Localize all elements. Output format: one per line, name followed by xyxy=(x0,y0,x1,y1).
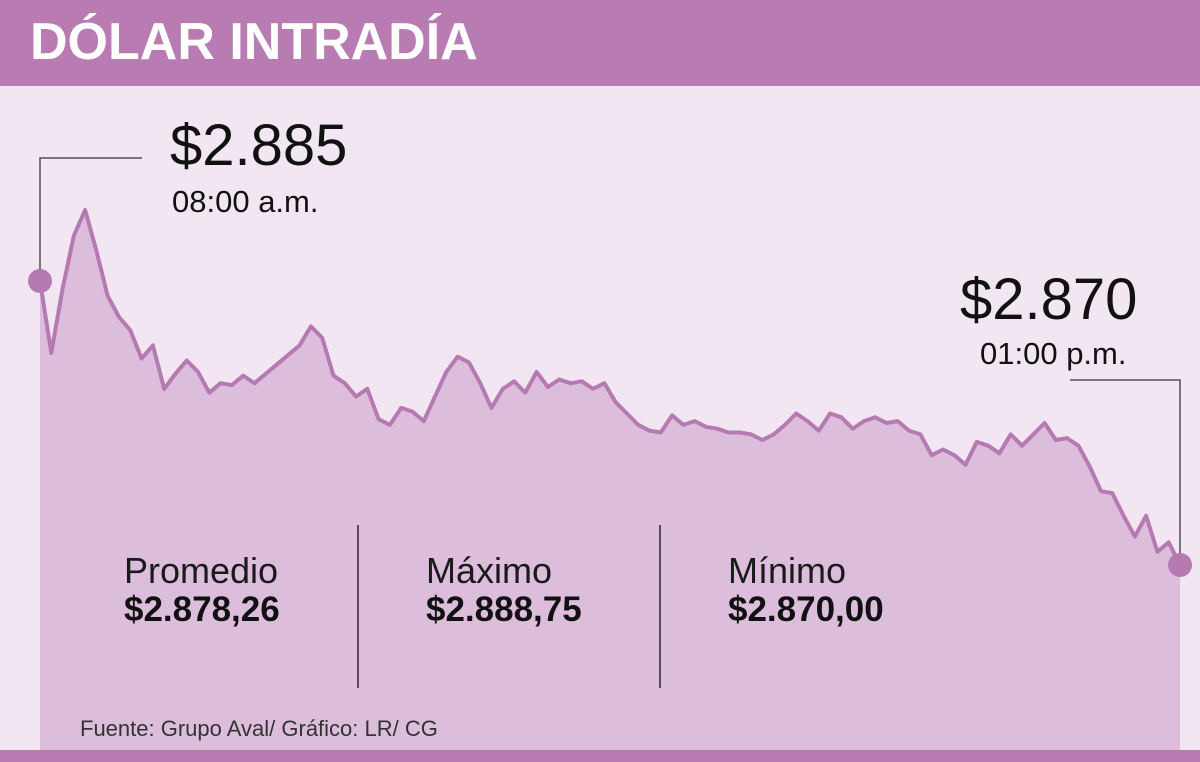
stat-max-label: Máximo xyxy=(426,550,553,591)
price-area xyxy=(40,210,1180,750)
close-callout-leader xyxy=(1070,379,1181,565)
bottom-bar xyxy=(0,750,1200,762)
stat-divider xyxy=(357,525,359,688)
stat-min-value: $2.870,00 xyxy=(728,590,884,629)
header-bar: DÓLAR INTRADÍA xyxy=(0,0,1200,86)
stat-average-value: $2.878,26 xyxy=(124,590,280,629)
close-marker xyxy=(1168,553,1192,577)
open-value-label: $2.885 xyxy=(170,113,348,178)
close-value-label: $2.870 xyxy=(960,267,1138,332)
open-callout-leader xyxy=(39,157,142,281)
open-time-label: 08:00 a.m. xyxy=(172,184,319,219)
chart-title: DÓLAR INTRADÍA xyxy=(30,13,478,71)
price-line xyxy=(38,208,1182,566)
source-note: Fuente: Grupo Aval/ Gráfico: LR/ CG xyxy=(80,716,438,741)
stat-min-label: Mínimo xyxy=(728,550,847,591)
stat-max-value: $2.888,75 xyxy=(426,590,582,629)
close-time-label: 01:00 p.m. xyxy=(980,336,1127,371)
open-marker xyxy=(28,269,52,293)
stat-average-label: Promedio xyxy=(124,550,279,591)
stat-divider xyxy=(659,525,661,688)
